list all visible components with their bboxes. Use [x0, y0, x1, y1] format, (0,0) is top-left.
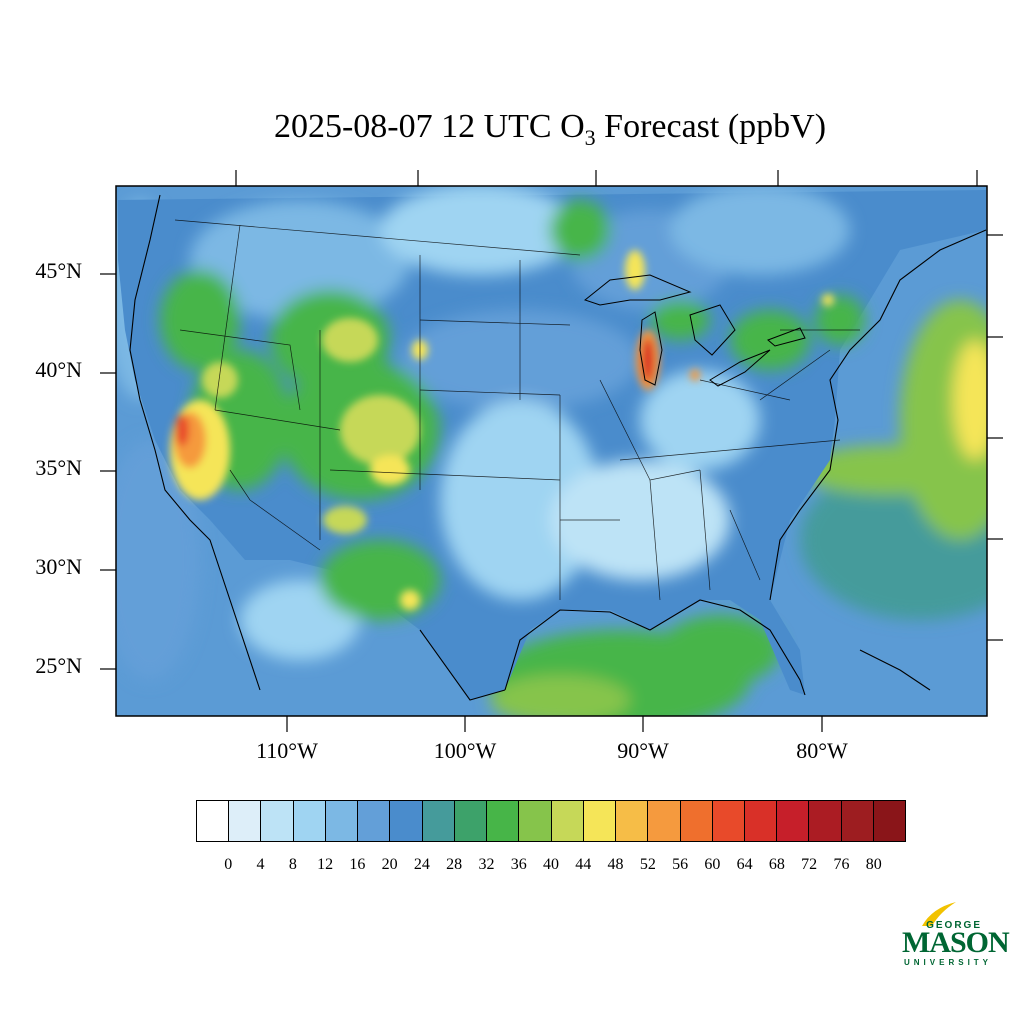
colorbar	[196, 800, 906, 842]
colorbar-label: 12	[317, 856, 334, 873]
colorbar-label: 0	[224, 856, 233, 873]
colorbar-cell-18	[777, 801, 810, 841]
lake-ontario	[767, 327, 806, 347]
colorbar-cell-11	[551, 801, 584, 841]
colorbar-label: 4	[256, 856, 265, 873]
colorbar-label: 48	[607, 856, 624, 873]
title-prefix: 2025-08-07 12 UTC O	[273, 108, 585, 145]
colorbar-cell-7	[422, 801, 455, 841]
mexico-gulf-coast	[419, 629, 506, 701]
lake-erie	[709, 349, 771, 387]
colorbar-label: 28	[446, 856, 463, 873]
title-subscript: 3	[584, 124, 596, 150]
logo-george: GEORGE	[926, 920, 982, 931]
colorbar-cell-4	[325, 801, 359, 841]
colorbar-cell-20	[841, 801, 874, 841]
colorbar-label: 60	[704, 856, 721, 873]
lon-label-110w: 110°W	[256, 738, 318, 763]
lat-label-30n: 30°N	[35, 554, 82, 579]
colorbar-label: 20	[381, 856, 398, 873]
lat-label-45n: 45°N	[35, 258, 82, 283]
logo-university: UNIVERSITY	[904, 958, 993, 967]
map-title: 2025-08-07 12 UTC O3 Forecast (ppbV)	[0, 108, 1024, 151]
lon-label-90w: 90°W	[617, 738, 669, 763]
top-ticks	[235, 170, 978, 186]
colorbar-label: 76	[833, 856, 850, 873]
colorbar-cell-10	[519, 801, 552, 841]
colorbar-cell-6	[390, 801, 423, 841]
title-suffix: Forecast (ppbV)	[595, 108, 827, 145]
lat-label-40n: 40°N	[35, 357, 82, 382]
colorbar-cell-16	[712, 801, 745, 841]
logo-mason: MASON	[902, 926, 1010, 959]
colorbar-label: 36	[510, 856, 527, 873]
colorbar-label: 24	[413, 856, 430, 873]
lon-label-80w: 80°W	[796, 738, 848, 763]
ozone-hotspots	[170, 250, 834, 610]
colorbar-cell-8	[454, 801, 488, 841]
colorbar-cell-0	[197, 801, 230, 841]
colorbar-label: 32	[478, 856, 495, 873]
colorbar-cell-12	[583, 801, 617, 841]
lake-outlines	[583, 274, 806, 387]
colorbar-cell-13	[616, 801, 649, 841]
right-ticks	[987, 234, 1003, 641]
lon-label-100w: 100°W	[433, 738, 497, 763]
colorbar-cell-2	[261, 801, 294, 841]
atlantic-coast	[769, 229, 987, 601]
colorbar-label: 64	[736, 856, 753, 873]
colorbar-cell-1	[229, 801, 262, 841]
pacific-coast	[129, 194, 261, 691]
colorbar-cell-9	[487, 801, 520, 841]
colorbar-label: 52	[639, 856, 656, 873]
lake-michigan	[639, 311, 663, 386]
george-mason-logo: GEORGE MASON UNIVERSITY	[896, 900, 1010, 970]
lake-huron	[689, 304, 736, 356]
state-borders	[174, 219, 860, 601]
colorbar-cell-14	[648, 801, 681, 841]
bottom-ticks	[286, 716, 823, 732]
lat-label-35n: 35°N	[35, 455, 82, 480]
colorbar-label: 8	[288, 856, 297, 873]
caribbean-islands	[859, 649, 931, 691]
left-ticks	[100, 273, 116, 670]
lake-superior	[583, 274, 692, 306]
colorbar-label: 40	[543, 856, 559, 873]
logo-swoosh-icon	[922, 902, 956, 926]
colorbar-label: 56	[672, 856, 689, 873]
colorbar-cell-17	[744, 801, 778, 841]
colorbar-label: 44	[575, 856, 592, 873]
colorbar-label: 68	[768, 856, 785, 873]
coastlines	[129, 194, 987, 701]
colorbar-cell-3	[293, 801, 326, 841]
colorbar-label: 72	[801, 856, 818, 873]
colorbar-label: 80	[865, 856, 882, 873]
lat-label-25n: 25°N	[35, 653, 82, 678]
plot-frame	[115, 185, 988, 717]
colorbar-cell-21	[873, 801, 906, 841]
colorbar-cell-5	[358, 801, 391, 841]
colorbar-cell-15	[680, 801, 713, 841]
colorbar-label: 16	[349, 856, 366, 873]
gulf-coast	[504, 599, 806, 696]
ozone-field	[116, 186, 987, 716]
colorbar-cell-19	[809, 801, 842, 841]
